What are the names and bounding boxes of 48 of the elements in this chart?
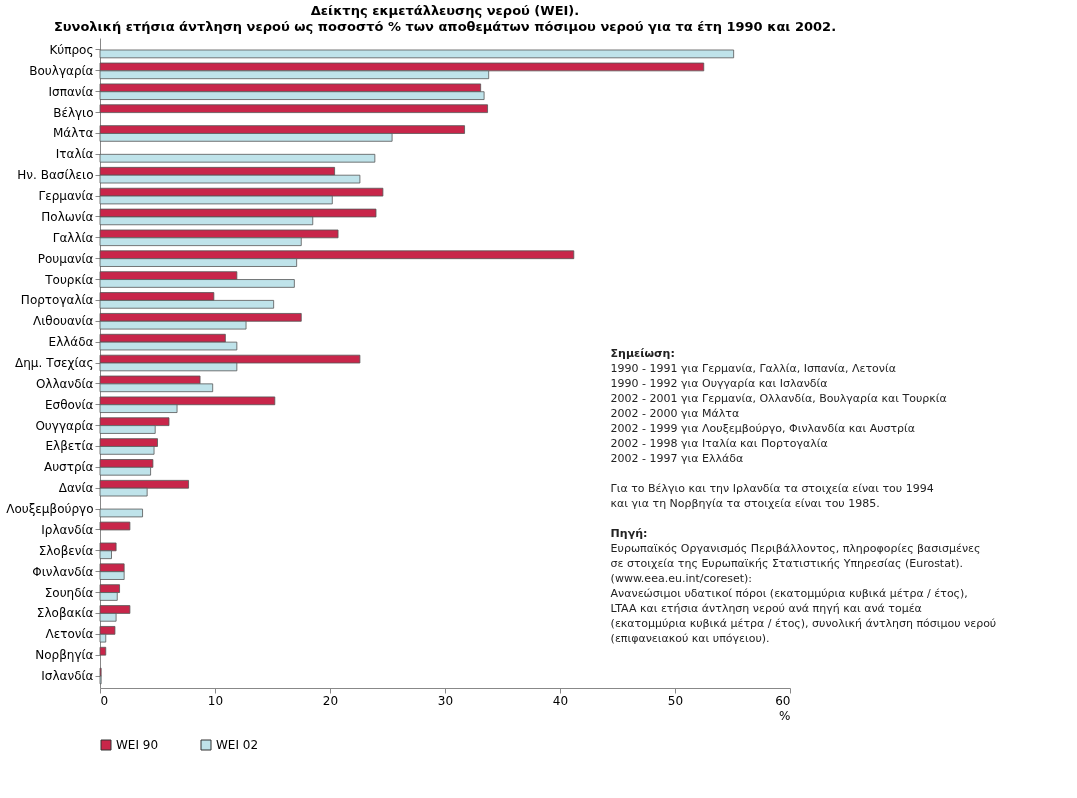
y-tick-label: Δημ. Τσεχίας <box>15 356 94 370</box>
y-tick-label: Αυστρία <box>43 460 94 475</box>
y-tick-label: Πορτογαλία <box>20 293 94 308</box>
chart-title: Δείκτης εκμετάλλευσης νερού (WEI). <box>310 3 580 18</box>
y-tick-label: Ισπανία <box>48 84 94 99</box>
legend-label: WEI 02 <box>216 738 259 752</box>
y-tick-label: Ολλανδία <box>35 376 94 391</box>
annotation: 1990 - 1991 για Γερμανία, Γαλλία, Ισπανία, Λετονία 1990 - 1992 για Ουγγαρία και Ισλανδία 2002 - 2001 για Γερμανία, Ολλανδία, Βουλγαρία και Τουρκία 2002 - 2000 για Μάλτα 2002 - 1999 για Λουξεμβούργο, Φινλανδία και Αυστρία 2002 - 1998 για Ιταλία και Πορτογαλία 2002 - 1997 για Ελλάδα <box>610 362 947 465</box>
x-tick-label: 30 <box>437 693 454 708</box>
chart-subtitle: Συνολική ετήσια άντληση νερού ως ποσοστό % των αποθεμάτων πόσιμου νερού για τα έτη 1990 και 2002. <box>53 19 837 34</box>
y-tick-label: Νορβηγία <box>35 648 94 663</box>
y-tick-label: Τουρκία <box>44 272 94 287</box>
y-tick-label: Ισλανδία <box>41 669 94 683</box>
annotation: Ευρωπαϊκός Οργανισμός Περιβάλλοντος, πληροφορίες βασισμένες σε στοιχεία της Ευρωπαϊκής Στατιστικής Υπηρεσίας (Eurostat). (www.eea.eu.int/coreset): Ανανεώσιμοι υδατικοί πόροι (εκατομμύρια κυβικά μέτρα / έτος), LTAA και ετήσια άντληση νερού ανά πηγή και ανά τομέα (εκατομμύρια κυβικά μέτρα / έτος), συνολική άντληση πόσιμου νερού (επιφανειακού και υπόγειου). <box>610 542 997 645</box>
y-tick-label: Ρουμανία <box>37 251 94 266</box>
x-tick-label: 50 <box>667 693 684 708</box>
y-tick-label: Ιρλανδία <box>41 522 94 537</box>
x-axis-title: % <box>779 708 791 723</box>
x-tick-label: 0 <box>100 693 109 708</box>
y-tick-label: Βουλγαρία <box>29 63 94 78</box>
annotation: Πηγή: <box>610 527 648 540</box>
y-tick-label: Ιταλία <box>55 147 94 162</box>
legend-label: WEI 90 <box>116 738 159 752</box>
y-tick-label: Φινλανδία <box>32 564 94 579</box>
x-tick-label: 60 <box>775 693 791 708</box>
y-tick-label: Ην. Βασίλειο <box>17 168 94 183</box>
y-tick-label: Βέλγιο <box>53 105 94 120</box>
annotation: Για το Βέλγιο και την Ιρλανδία τα στοιχεία είναι του 1994 και για τη Νορβηγία τα στοιχεία είναι του 1985. <box>610 482 934 510</box>
y-tick-label: Εσθονία <box>44 397 94 412</box>
y-tick-label: Σλοβακία <box>36 606 94 621</box>
y-tick-label: Ουγγαρία <box>35 418 94 433</box>
y-tick-label: Ελλάδα <box>48 335 94 350</box>
x-tick-label: 10 <box>207 693 224 708</box>
y-tick-label: Λιθουανία <box>33 314 94 329</box>
x-tick-label: 40 <box>552 693 569 708</box>
x-tick-label: 20 <box>322 693 339 708</box>
y-tick-label: Γερμανία <box>38 189 94 204</box>
y-tick-label: Σλοβενία <box>38 543 94 558</box>
annotation: Σημείωση: <box>610 347 675 360</box>
y-tick-label: Μάλτα <box>53 126 94 141</box>
y-tick-label: Λετονία <box>45 627 94 642</box>
y-tick-label: Δανία <box>58 481 94 496</box>
y-tick-label: Σουηδία <box>44 585 94 600</box>
y-tick-label: Πολωνία <box>41 209 94 224</box>
y-tick-label: Ελβετία <box>45 439 94 454</box>
y-tick-label: Κύπρος <box>49 43 94 57</box>
y-tick-label: Γαλλία <box>52 230 94 245</box>
y-tick-label: Λουξεμβούργο <box>6 502 94 517</box>
